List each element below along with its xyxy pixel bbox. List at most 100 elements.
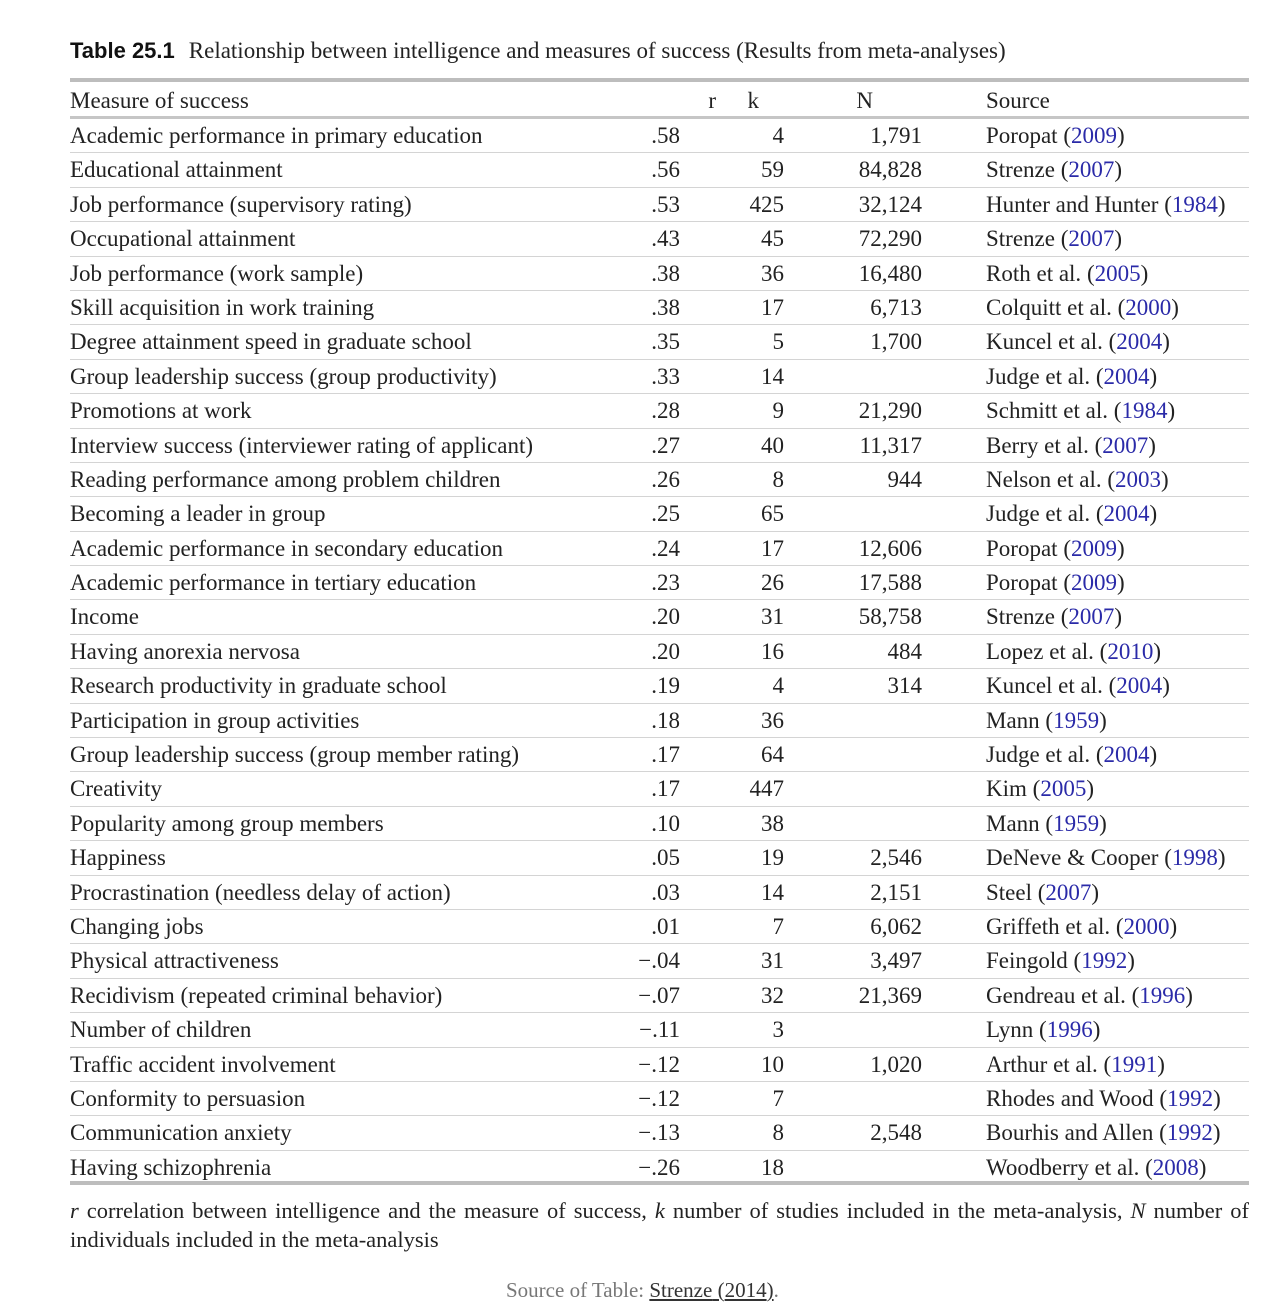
cell-source: Gendreau et al. (1996) (986, 982, 1193, 1008)
source-year-link[interactable]: 2004 (1103, 742, 1150, 768)
cell-source: Woodberry et al. (2008) (986, 1154, 1207, 1180)
source-year-link[interactable]: 1996 (1139, 982, 1186, 1008)
source-author: Judge et al. (986, 742, 1091, 768)
cell-k: 59 (761, 157, 784, 183)
header-source: Source (986, 88, 1050, 113)
source-year-link[interactable]: 1959 (1053, 707, 1100, 733)
source-author: Strenze (986, 604, 1055, 630)
source-author: Bourhis and Allen (986, 1120, 1154, 1146)
results-table: Measure of success r k N Source Academic… (70, 78, 1249, 1186)
header-k: k (747, 88, 760, 113)
cell-measure: Recidivism (repeated criminal behavior) (70, 982, 443, 1008)
table-row: Physical attractiveness −.04 31 3,497 Feingo… (70, 944, 1249, 979)
table-row: Popularity among group members .10 38 Mann … (70, 807, 1249, 842)
cell-k: 8 (772, 1120, 785, 1146)
header-measure: Measure of success (70, 88, 249, 113)
table-row: Communication anxiety −.13 8 2,548 Bourhis a… (70, 1116, 1249, 1151)
cell-n: 17,588 (858, 570, 922, 596)
cell-measure: Physical attractiveness (70, 948, 279, 974)
cell-measure: Income (70, 604, 139, 630)
source-year-link[interactable]: 2004 (1116, 329, 1163, 355)
cell-r: .05 (651, 845, 680, 871)
source-year-link[interactable]: 2007 (1068, 157, 1115, 183)
cell-source: Judge et al. (2004) (986, 742, 1158, 768)
cell-k: 425 (749, 191, 785, 217)
source-year-link[interactable]: 2009 (1070, 570, 1117, 596)
table-footnote: r correlation between intelligence and t… (70, 1196, 1249, 1254)
cell-k: 17 (761, 294, 784, 320)
cell-k: 18 (761, 1154, 784, 1180)
cell-k: 5 (772, 329, 785, 355)
source-year-link[interactable]: 2007 (1068, 604, 1115, 630)
source-year-link[interactable]: 1998 (1171, 845, 1218, 871)
cell-k: 26 (761, 570, 784, 596)
cell-measure: Occupational attainment (70, 226, 296, 252)
cell-r: −.13 (638, 1120, 680, 1146)
source-year-link[interactable]: 2007 (1102, 432, 1149, 458)
cell-n: 2,151 (870, 879, 922, 905)
source-year-link[interactable]: 2000 (1123, 913, 1170, 939)
cell-source: Rhodes and Wood (1992) (986, 1085, 1221, 1111)
source-year-link[interactable]: 1984 (1171, 191, 1218, 217)
cell-measure: Job performance (work sample) (70, 260, 364, 286)
cell-r: −.12 (638, 1085, 680, 1111)
source-author: Strenze (986, 226, 1055, 252)
source-year-link[interactable]: 2004 (1103, 501, 1150, 527)
table-row: Number of children −.11 3 Lynn (1996) (70, 1013, 1249, 1048)
cell-measure: Communication anxiety (70, 1120, 292, 1146)
cell-n: 72,290 (858, 226, 922, 252)
table-row: Degree attainment speed in graduate scho… (70, 325, 1249, 360)
source-note: Source of Table: Strenze (2014). (506, 1278, 779, 1303)
cell-k: 38 (761, 810, 784, 836)
source-year-link[interactable]: 2005 (1040, 776, 1087, 802)
source-year-link[interactable]: 2009 (1070, 123, 1117, 148)
source-year-link[interactable]: 2007 (1068, 226, 1115, 252)
cell-measure: Research productivity in graduate school (70, 673, 447, 699)
cell-k: 9 (772, 398, 785, 424)
cell-k: 45 (761, 226, 784, 252)
source-year-link[interactable]: 2010 (1107, 638, 1154, 664)
source-year-link[interactable]: 2004 (1103, 363, 1150, 389)
source-link[interactable]: Strenze (2014) (649, 1278, 774, 1302)
cell-k: 7 (772, 1085, 785, 1111)
footnote-k-text: number of studies included in the meta-a… (664, 1198, 1131, 1223)
source-author: Judge et al. (986, 363, 1091, 389)
source-year-link[interactable]: 1991 (1111, 1051, 1158, 1077)
source-year-link[interactable]: 1992 (1167, 1085, 1214, 1111)
source-suffix: . (773, 1278, 779, 1302)
source-year-link[interactable]: 1992 (1166, 1120, 1213, 1146)
cell-r: .18 (651, 707, 680, 733)
source-year-link[interactable]: 2008 (1152, 1154, 1199, 1180)
cell-measure: Creativity (70, 776, 162, 802)
source-year-link[interactable]: 2007 (1045, 879, 1092, 905)
cell-measure: Academic performance in tertiary educati… (70, 570, 477, 596)
source-year-link[interactable]: 2003 (1115, 466, 1162, 492)
cell-r: .10 (651, 810, 680, 836)
cell-k: 447 (749, 776, 785, 802)
source-year-link[interactable]: 1984 (1121, 398, 1168, 424)
cell-source: Poropat (2009) (986, 535, 1125, 561)
cell-r: .19 (651, 673, 680, 699)
cell-source: Colquitt et al. (2000) (986, 294, 1179, 320)
table-row: Academic performance in tertiary educati… (70, 566, 1249, 601)
cell-k: 19 (761, 845, 784, 871)
table-row: Reading performance among problem childr… (70, 463, 1249, 498)
cell-k: 36 (761, 707, 784, 733)
source-year-link[interactable]: 1959 (1053, 810, 1100, 836)
header-r: r (708, 88, 716, 113)
source-link-author: Strenze (649, 1278, 713, 1302)
source-year-link[interactable]: 2004 (1116, 673, 1163, 699)
source-year-link[interactable]: 2005 (1094, 260, 1141, 286)
cell-r: .43 (651, 226, 680, 252)
cell-measure: Group leadership success (group producti… (70, 363, 497, 389)
cell-n: 6,062 (870, 913, 922, 939)
table-row: Promotions at work .28 9 21,290 Schmitt et a… (70, 394, 1249, 429)
cell-r: −.26 (638, 1154, 680, 1180)
source-year-link[interactable]: 2009 (1070, 535, 1117, 561)
cell-measure: Conformity to persuasion (70, 1085, 306, 1111)
source-year-link[interactable]: 2000 (1125, 294, 1172, 320)
table-row: Conformity to persuasion −.12 7 Rhodes and … (70, 1082, 1249, 1117)
source-year-link[interactable]: 1992 (1081, 948, 1128, 974)
cell-n: 16,480 (858, 260, 922, 286)
source-year-link[interactable]: 1996 (1046, 1017, 1093, 1043)
